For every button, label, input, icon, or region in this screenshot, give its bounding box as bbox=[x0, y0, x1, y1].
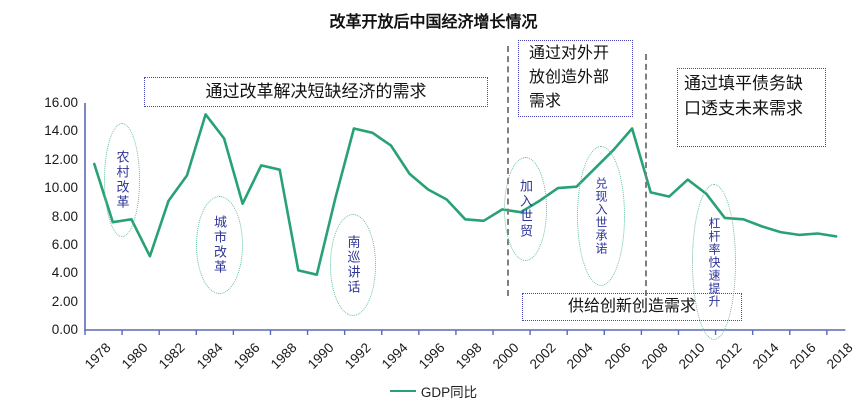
callout-text: 兑现入世承诺 bbox=[594, 177, 608, 255]
legend-label: GDP同比 bbox=[420, 385, 478, 400]
chart-title: 改革开放后中国经济增长情况 bbox=[329, 14, 538, 31]
annotation-box-reform-demand: 通过改革解决短缺经济的需求 bbox=[144, 77, 488, 107]
callout-text: 南巡讲话 bbox=[345, 235, 361, 295]
annotation-box-opening-demand: 通过对外开放创造外部需求 bbox=[518, 40, 633, 117]
annotation-text: 通过填平债务缺口透支未来需求 bbox=[684, 74, 803, 118]
y-axis-label: 14.00 bbox=[44, 123, 78, 139]
callout-urban-reform: 城市改革 bbox=[196, 196, 243, 294]
callout-text: 农村改革 bbox=[114, 150, 130, 210]
annotation-text: 供给创新创造需求 bbox=[567, 298, 696, 315]
y-axis-label: 4.00 bbox=[51, 265, 78, 281]
y-axis-label: 2.00 bbox=[51, 293, 78, 309]
y-axis-label: 16.00 bbox=[44, 95, 78, 110]
y-axis-label: 0.00 bbox=[51, 322, 78, 337]
legend-line-swatch bbox=[389, 390, 416, 392]
annotation-box-debt-demand: 通过填平债务缺口透支未来需求 bbox=[677, 68, 826, 147]
callout-rural-reform: 农村改革 bbox=[104, 123, 140, 237]
era-divider-line-left bbox=[507, 46, 509, 296]
callout-leverage-rise: 杠杆率快速提升 bbox=[692, 184, 736, 340]
legend: GDP同比 bbox=[0, 381, 867, 401]
era-divider-line-right bbox=[645, 54, 647, 296]
annotation-text: 通过对外开放创造外部需求 bbox=[529, 45, 610, 110]
callout-text: 城市改革 bbox=[212, 215, 227, 275]
annotation-box-supply-demand: 供给创新创造需求 bbox=[522, 293, 742, 321]
y-axis-label: 12.00 bbox=[44, 151, 78, 167]
callout-southern-tour: 南巡讲话 bbox=[330, 214, 376, 316]
y-axis-label: 10.00 bbox=[44, 180, 78, 196]
callout-wto-commitment: 兑现入世承诺 bbox=[577, 146, 625, 286]
annotation-text: 通过改革解决短缺经济的需求 bbox=[205, 82, 427, 101]
callout-text: 加入世贸 bbox=[518, 179, 533, 239]
callout-text: 杠杆率快速提升 bbox=[707, 216, 721, 308]
callout-wto-entry: 加入世贸 bbox=[504, 157, 547, 261]
y-axis-label: 6.00 bbox=[51, 236, 78, 252]
y-axis-label: 8.00 bbox=[51, 208, 78, 224]
